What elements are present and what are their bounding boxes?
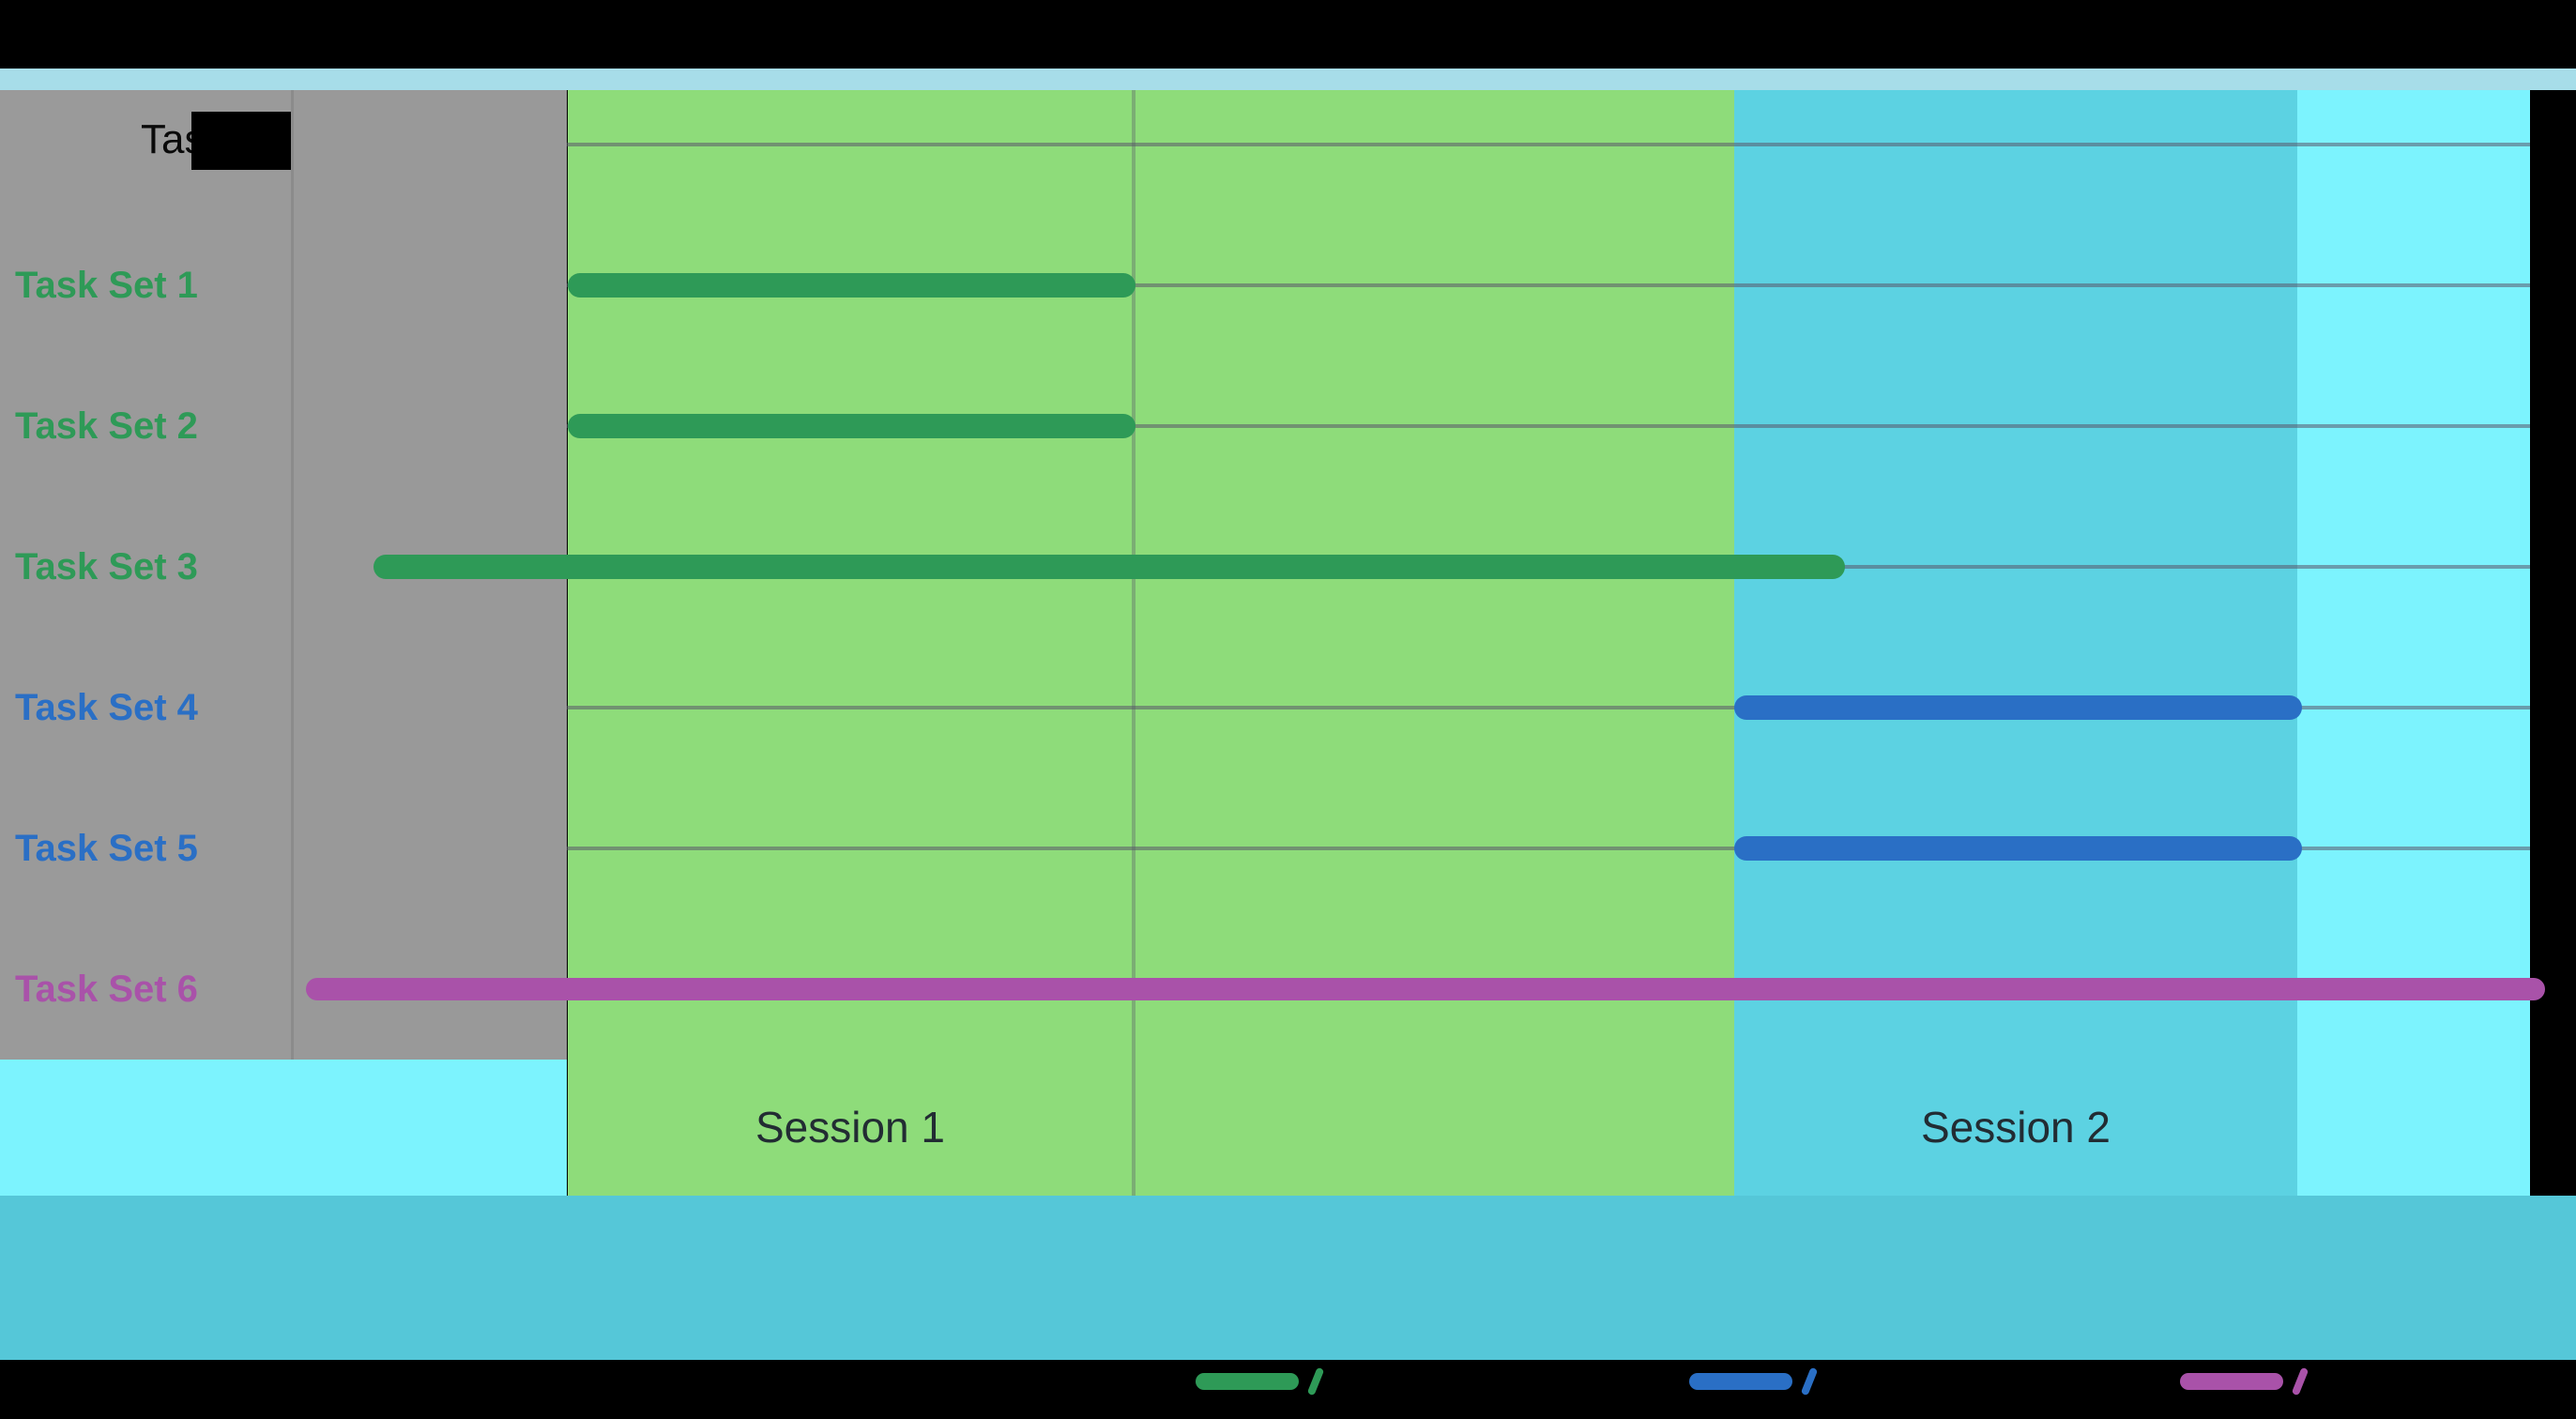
task-bar-green xyxy=(567,273,1136,298)
gridline xyxy=(567,424,2530,428)
task-row-label: Task Set 5 xyxy=(15,828,198,869)
gridline xyxy=(567,283,2530,287)
session2-label: Session 2 xyxy=(1920,1103,2111,1152)
gridline xyxy=(567,143,2530,146)
legend-marker-series-3-purple xyxy=(2180,1373,2283,1390)
session-column-2 xyxy=(1734,90,2297,1196)
legend-marker-series-1-green xyxy=(1196,1373,1299,1390)
task-bar-green xyxy=(373,555,1845,579)
session-column-1 xyxy=(567,90,1734,1196)
task-bar-blue xyxy=(1734,695,2302,720)
session1-label: Session 1 xyxy=(755,1103,945,1152)
gridline xyxy=(567,847,2530,850)
header-redaction-box xyxy=(191,112,291,170)
gridline xyxy=(567,706,2530,710)
top-strip xyxy=(0,69,2576,90)
post-session-column xyxy=(2297,90,2530,1196)
top-redaction-bar xyxy=(0,0,2576,69)
below-labels-patch xyxy=(0,1060,567,1196)
vertical-gridline xyxy=(1132,90,1136,1196)
task-bar-green xyxy=(567,414,1136,438)
legend-marker-series-2-blue xyxy=(1689,1373,1792,1390)
task-row-label: Task Set 1 xyxy=(15,265,198,306)
task-row-label: Task Set 3 xyxy=(15,546,198,587)
label-column-divider xyxy=(291,90,294,1060)
task-row-label: Task Set 6 xyxy=(15,969,198,1010)
task-label-column xyxy=(0,90,293,1060)
task-row-label: Task Set 4 xyxy=(15,687,198,728)
bottom-cyan-band xyxy=(0,1196,2576,1360)
task-bar-blue xyxy=(1734,836,2302,861)
task-row-label: Task Set 2 xyxy=(15,405,198,447)
task-bar-purple xyxy=(306,978,2545,1000)
